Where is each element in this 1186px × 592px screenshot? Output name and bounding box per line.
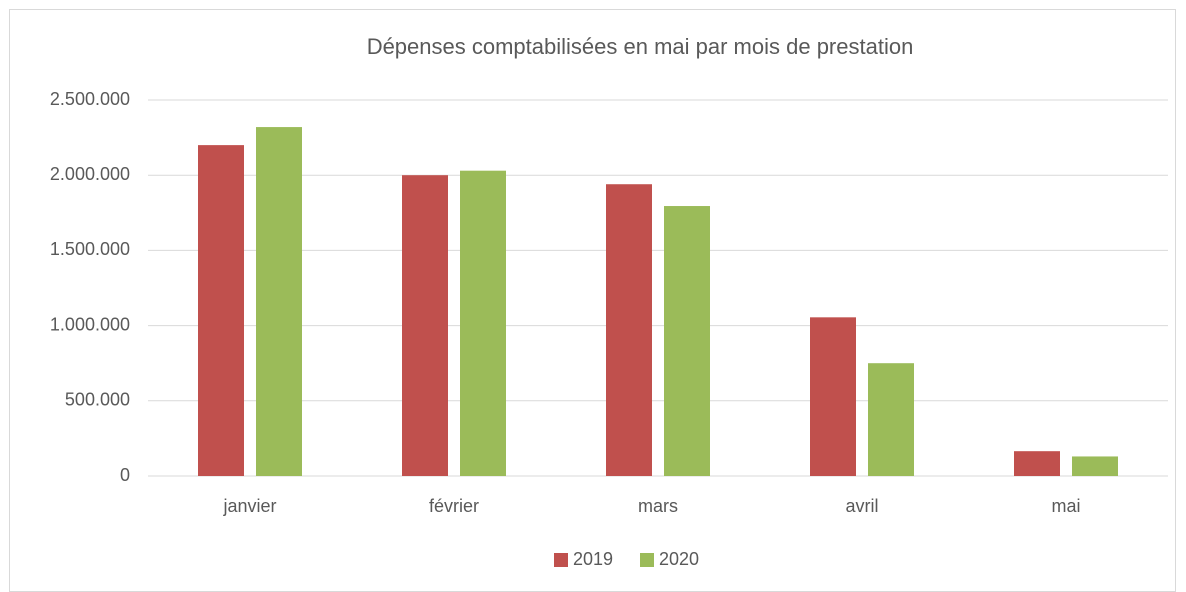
bar [606, 184, 652, 476]
chart-title: Dépenses comptabilisées en mai par mois … [367, 34, 914, 59]
legend-label: 2020 [659, 549, 699, 569]
y-tick-label: 2.000.000 [50, 164, 130, 184]
y-tick-label: 500.000 [65, 390, 130, 410]
legend-swatch [554, 553, 568, 567]
bar [1014, 451, 1060, 476]
x-tick-label: janvier [222, 496, 276, 516]
bar [460, 170, 506, 477]
x-tick-label: avril [845, 496, 878, 516]
bar [664, 206, 710, 477]
chart-border [9, 9, 1176, 592]
y-tick-label: 2.500.000 [50, 89, 130, 109]
x-tick-label: mars [638, 496, 678, 516]
bar [810, 317, 856, 476]
y-tick-label: 1.000.000 [50, 314, 130, 334]
bar [1072, 456, 1118, 476]
bar [402, 175, 448, 476]
x-tick-label: février [429, 496, 479, 516]
y-tick-label: 0 [120, 465, 130, 485]
bar [868, 363, 914, 476]
legend-swatch [640, 553, 654, 567]
legend-label: 2019 [573, 549, 613, 569]
y-tick-label: 1.500.000 [50, 239, 130, 259]
x-tick-label: mai [1051, 496, 1080, 516]
bar [256, 127, 302, 477]
bar [198, 145, 244, 476]
